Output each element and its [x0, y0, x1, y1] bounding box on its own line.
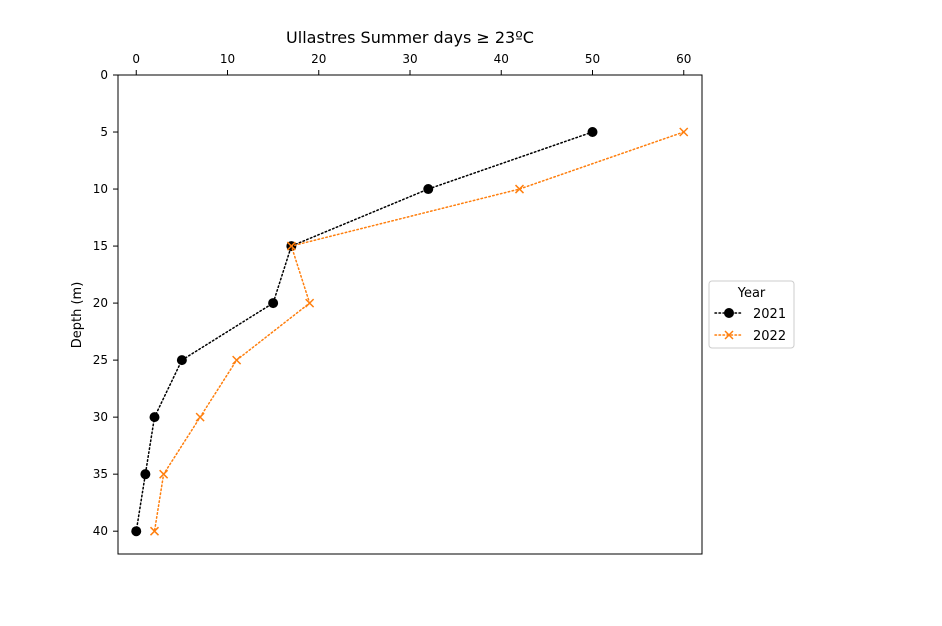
y-tick-label: 0 [100, 68, 108, 82]
y-tick-label: 40 [93, 524, 108, 538]
legend: Year 2021 2022 [708, 280, 795, 349]
legend-marker-2022 [724, 330, 734, 340]
y-tick-label: 10 [93, 182, 108, 196]
legend-entry-2022: 2022 [714, 329, 786, 344]
x-axis: 0 10 20 30 40 50 60 [132, 52, 691, 75]
data-point-2022 [286, 241, 296, 251]
x-tick-label: 20 [311, 52, 326, 66]
x-tick-label: 50 [585, 52, 600, 66]
y-tick-label: 35 [93, 467, 108, 481]
chart-title: Ullastres Summer days ≥ 23ºC [286, 28, 534, 47]
y-tick-label: 15 [93, 239, 108, 253]
series-2022 [149, 127, 689, 536]
data-point-2022 [679, 127, 689, 137]
y-axis-label: Depth (m) [70, 282, 85, 349]
data-point-2022 [149, 526, 160, 536]
legend-label-2021: 2021 [753, 307, 786, 322]
data-point-2022 [305, 298, 315, 308]
x-tick-label: 30 [402, 52, 417, 66]
data-point-2022 [514, 184, 525, 194]
legend-marker-2021 [724, 308, 734, 318]
data-point-2022 [195, 412, 205, 422]
x-tick-label: 40 [494, 52, 509, 66]
data-point-2021 [268, 298, 279, 309]
data-point-2022 [159, 469, 169, 479]
x-tick-label: 10 [220, 52, 235, 66]
data-point-2022 [232, 355, 242, 365]
plot-area [117, 74, 703, 555]
data-point-2021 [587, 127, 598, 138]
y-tick-label: 30 [93, 410, 108, 424]
data-point-2021 [149, 412, 160, 423]
data-point-2021 [131, 526, 142, 537]
y-tick-label: 20 [93, 296, 108, 310]
x-tick-label: 0 [132, 52, 140, 66]
series-line-2022 [153, 131, 685, 532]
series-line-2021 [135, 131, 594, 532]
x-tick-label: 60 [676, 52, 691, 66]
y-tick-label: 5 [100, 125, 108, 139]
y-axis: 0 5 10 15 20 25 30 35 40 [93, 68, 118, 538]
data-point-2021 [176, 355, 187, 366]
series-2021 [131, 127, 598, 537]
legend-box [708, 280, 795, 349]
y-tick-label: 25 [93, 353, 108, 367]
data-point-2021 [140, 469, 151, 480]
legend-entry-2021: 2021 [714, 307, 786, 322]
legend-title: Year [737, 286, 766, 301]
legend-label-2022: 2022 [753, 329, 786, 344]
data-point-2021 [423, 184, 434, 195]
